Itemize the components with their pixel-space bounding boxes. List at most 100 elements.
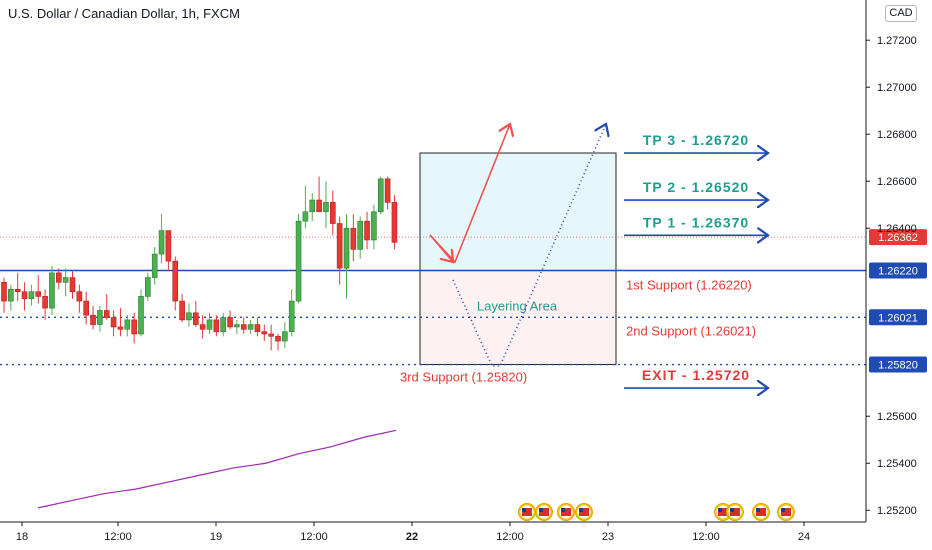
candle-body-53 — [364, 220, 370, 241]
candle-body-13 — [90, 314, 96, 325]
event-flag-canton-1 — [539, 508, 543, 512]
candle-body-1 — [8, 289, 14, 302]
x-tick-label-4: 22 — [406, 531, 418, 543]
take-profit-zone — [419, 152, 617, 272]
candle-body-15 — [103, 310, 110, 318]
candle-body-6 — [42, 296, 48, 309]
candle-body-33 — [227, 317, 233, 328]
candle-body-24 — [165, 230, 172, 262]
candle-body-21 — [145, 277, 151, 297]
candle-body-56 — [384, 178, 391, 203]
candle-body-22 — [151, 253, 158, 278]
candle-body-26 — [179, 300, 185, 321]
y-tick-label-7: 1.25200 — [877, 505, 917, 517]
candle-body-18 — [124, 319, 131, 330]
candle-body-45 — [309, 199, 316, 213]
candle-body-37 — [254, 324, 261, 332]
target-label-2: TP 2 - 1.26520 — [643, 179, 749, 195]
candle-body-7 — [49, 272, 55, 309]
candle-body-42 — [288, 300, 295, 332]
candle-body-9 — [62, 277, 69, 283]
candle-body-57 — [391, 202, 398, 243]
current-price-label: 1.26362 — [878, 232, 918, 244]
event-flag-1 — [539, 508, 549, 516]
level-price-label-2: 1.26021 — [878, 312, 918, 324]
candle-body-35 — [240, 324, 247, 330]
x-tick-label-3: 12:00 — [300, 531, 328, 543]
candle-body-31 — [213, 319, 220, 332]
candle-body-0 — [1, 281, 7, 302]
candle-body-41 — [282, 331, 288, 342]
target-label-3: TP 1 - 1.26370 — [643, 214, 749, 230]
level-price-label-1: 1.26220 — [878, 266, 918, 278]
chart-title: U.S. Dollar / Canadian Dollar, 1h, FXCM — [8, 6, 240, 21]
x-tick-label-5: 12:00 — [496, 531, 524, 543]
layering-area-label: Layering Area — [477, 299, 558, 314]
level-price-tag-3 — [869, 356, 927, 373]
candle-body-23 — [158, 230, 165, 255]
event-flag-4 — [718, 508, 728, 516]
candle-body-14 — [97, 310, 103, 325]
y-tick-label-4: 1.26400 — [877, 223, 917, 235]
x-tick-label-7: 12:00 — [692, 531, 720, 543]
currency-badge[interactable]: CAD — [885, 5, 917, 22]
event-flag-7 — [781, 508, 791, 516]
candle-body-17 — [117, 326, 124, 330]
event-flag-canton-7 — [781, 508, 785, 512]
candle-body-54 — [371, 211, 377, 241]
y-tick-label-5: 1.25600 — [877, 411, 917, 423]
candle-body-19 — [131, 319, 137, 335]
event-flag-5 — [730, 508, 740, 516]
support-label-1: 1st Support (1.26220) — [626, 278, 752, 293]
candle-body-2 — [14, 289, 21, 292]
candle-body-49 — [336, 223, 343, 269]
candle-body-34 — [234, 324, 240, 328]
y-tick-label-2: 1.26800 — [877, 129, 917, 141]
candle-body-25 — [172, 260, 179, 302]
target-label-4: EXIT - 1.25720 — [642, 367, 750, 383]
x-tick-label-0: 18 — [16, 531, 28, 543]
y-tick-label-6: 1.25400 — [877, 458, 917, 470]
support-label-2: 2nd Support (1.26021) — [626, 323, 756, 338]
event-flag-2 — [561, 508, 571, 516]
level-price-label-3: 1.25820 — [878, 360, 918, 372]
y-tick-label-1: 1.27000 — [877, 82, 917, 94]
candle-body-11 — [76, 291, 83, 302]
candle-body-5 — [35, 291, 42, 297]
candle-body-20 — [138, 296, 144, 335]
x-tick-label-2: 19 — [210, 531, 222, 543]
event-flag-canton-5 — [730, 508, 734, 512]
candle-body-36 — [247, 324, 254, 330]
x-tick-label-6: 23 — [602, 531, 614, 543]
x-tick-label-8: 24 — [798, 531, 810, 543]
y-tick-label-3: 1.26600 — [877, 176, 917, 188]
event-flag-canton-2 — [561, 508, 565, 512]
event-flag-6 — [756, 508, 766, 516]
candle-body-30 — [206, 319, 213, 330]
support-label-3: 3rd Support (1.25820) — [400, 370, 527, 385]
level-price-tag-2 — [869, 309, 927, 326]
event-flag-canton-6 — [756, 508, 760, 512]
candle-body-28 — [193, 312, 199, 325]
candle-body-8 — [55, 272, 62, 283]
candle-body-51 — [350, 227, 357, 250]
candle-body-52 — [357, 220, 364, 250]
candle-body-3 — [21, 291, 28, 300]
event-flag-canton-0 — [522, 508, 526, 512]
candle-body-43 — [295, 220, 302, 302]
candle-body-46 — [316, 199, 322, 213]
event-flag-3 — [579, 508, 589, 516]
event-flag-canton-4 — [718, 508, 722, 512]
candle-body-44 — [302, 211, 309, 222]
candle-body-47 — [323, 202, 329, 213]
candle-body-48 — [329, 202, 336, 224]
target-label-1: TP 3 - 1.26720 — [643, 132, 749, 148]
candle-body-16 — [110, 317, 117, 328]
candle-body-55 — [377, 178, 384, 213]
event-flag-0 — [522, 508, 532, 516]
candle-body-50 — [343, 227, 350, 269]
current-price-tag — [869, 229, 927, 246]
candle-body-39 — [268, 333, 274, 337]
candle-body-4 — [28, 291, 35, 300]
